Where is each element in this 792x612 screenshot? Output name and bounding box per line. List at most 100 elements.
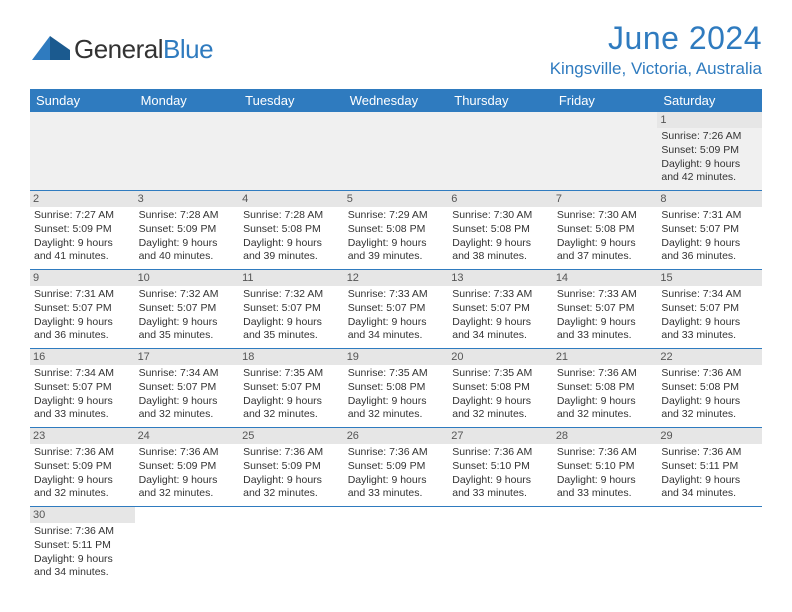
day-cell: 19Sunrise: 7:35 AMSunset: 5:08 PMDayligh… [344, 349, 449, 428]
day-number: 25 [239, 428, 344, 444]
weekday-header-row: Sunday Monday Tuesday Wednesday Thursday… [30, 89, 762, 112]
sunrise-text: Sunrise: 7:31 AM [661, 209, 741, 221]
sunrise-text: Sunrise: 7:33 AM [557, 288, 637, 300]
month-title: June 2024 [550, 20, 762, 57]
day-number: 7 [553, 191, 658, 207]
header-saturday: Saturday [657, 89, 762, 112]
daylight-text: Daylight: 9 hours and 34 minutes. [661, 474, 740, 500]
day-cell: 4Sunrise: 7:28 AMSunset: 5:08 PMDaylight… [239, 191, 344, 270]
sunset-text: Sunset: 5:08 PM [557, 381, 635, 393]
day-cell [553, 507, 658, 586]
day-number: 18 [239, 349, 344, 365]
daylight-text: Daylight: 9 hours and 32 minutes. [243, 395, 322, 421]
day-number: 3 [135, 191, 240, 207]
header-monday: Monday [135, 89, 240, 112]
title-block: June 2024 Kingsville, Victoria, Australi… [550, 20, 762, 79]
day-cell [239, 507, 344, 586]
day-cell: 3Sunrise: 7:28 AMSunset: 5:09 PMDaylight… [135, 191, 240, 270]
day-cell: 18 Sunrise: 7:35 AM Sunset: 5:07 PM Dayligh… [239, 349, 344, 428]
sunset-text: Sunset: 5:07 PM [243, 381, 321, 393]
day-cell: 24Sunrise: 7:36 AMSunset: 5:09 PMDayligh… [135, 428, 240, 507]
daylight-text: Daylight: 9 hours and 33 minutes. [34, 395, 113, 421]
daylight-text: Daylight: 9 hours and 38 minutes. [452, 237, 531, 263]
day-cell [135, 112, 240, 191]
sunset-text: Sunset: 5:07 PM [452, 302, 530, 314]
sunset-text: Sunset: 5:10 PM [557, 460, 635, 472]
sunset-text: Sunset: 5:07 PM [243, 302, 321, 314]
sunrise-text: Sunrise: 7:36 AM [661, 367, 741, 379]
sunrise-text: Sunrise: 7:34 AM [139, 367, 219, 379]
sunrise-text: Sunrise: 7:36 AM [34, 525, 114, 537]
day-cell [239, 112, 344, 191]
day-number: 4 [239, 191, 344, 207]
sunset-text: Sunset: 5:08 PM [348, 223, 426, 235]
day-number: 5 [344, 191, 449, 207]
day-number: 13 [448, 270, 553, 286]
day-cell: 27 Sunrise: 7:36 AM Sunset: 5:10 PM Dayligh… [448, 428, 553, 507]
day-cell [344, 112, 449, 191]
sunset-text: Sunset: 5:07 PM [661, 302, 739, 314]
day-cell: 13Sunrise: 7:33 AMSunset: 5:07 PMDayligh… [448, 270, 553, 349]
sunrise-text: Sunrise: 7:36 AM [34, 446, 114, 458]
day-cell: 12Sunrise: 7:33 AMSunset: 5:07 PMDayligh… [344, 270, 449, 349]
day-number: 22 [657, 349, 762, 365]
day-number: 8 [657, 191, 762, 207]
sunset-text: Sunset: 5:07 PM [34, 302, 112, 314]
daylight-text: Daylight: 9 hours and 32 minutes. [557, 395, 636, 421]
week-row: 23Sunrise: 7:36 AMSunset: 5:09 PMDayligh… [30, 428, 762, 507]
sunrise-text: Sunrise: 7:34 AM [34, 367, 114, 379]
sunset-text: Sunset: 5:09 PM [661, 144, 739, 156]
daylight-text: Daylight: 9 hours and 41 minutes. [34, 237, 113, 263]
daylight-text: Daylight: 9 hours and 42 minutes. [661, 158, 740, 184]
day-number: 20 [448, 349, 553, 365]
sunrise-text: Sunrise: 7:33 AM [348, 288, 428, 300]
daylight-text: Daylight: 9 hours and 35 minutes. [243, 316, 322, 342]
daylight-text: Daylight: 9 hours and 35 minutes. [139, 316, 218, 342]
sunset-text: Sunset: 5:11 PM [34, 539, 111, 551]
sunset-text: Sunset: 5:07 PM [34, 381, 112, 393]
daylight-text: Daylight: 9 hours and 33 minutes. [452, 474, 531, 500]
sunset-text: Sunset: 5:08 PM [452, 381, 530, 393]
sunset-text: Sunset: 5:08 PM [348, 381, 426, 393]
day-number: 2 [30, 191, 135, 207]
daylight-text: Daylight: 9 hours and 34 minutes. [34, 553, 113, 579]
day-cell: 21Sunrise: 7:36 AMSunset: 5:08 PMDayligh… [553, 349, 658, 428]
day-number: 1 [657, 112, 762, 128]
day-number: 14 [553, 270, 658, 286]
sunrise-text: Sunrise: 7:27 AM [34, 209, 114, 221]
sunrise-text: Sunrise: 7:35 AM [243, 367, 323, 379]
sunrise-text: Sunrise: 7:28 AM [243, 209, 323, 221]
sunset-text: Sunset: 5:08 PM [661, 381, 739, 393]
day-cell: 30Sunrise: 7:36 AMSunset: 5:11 PMDayligh… [30, 507, 135, 586]
week-row: 9Sunrise: 7:31 AMSunset: 5:07 PMDaylight… [30, 270, 762, 349]
day-cell [553, 112, 658, 191]
daylight-text: Daylight: 9 hours and 36 minutes. [34, 316, 113, 342]
logo-part1: General [74, 34, 163, 64]
sunset-text: Sunset: 5:09 PM [243, 460, 321, 472]
sunrise-text: Sunrise: 7:36 AM [452, 446, 532, 458]
sunrise-text: Sunrise: 7:36 AM [243, 446, 323, 458]
sunrise-text: Sunrise: 7:35 AM [348, 367, 428, 379]
sunset-text: Sunset: 5:08 PM [243, 223, 321, 235]
sunset-text: Sunset: 5:11 PM [661, 460, 738, 472]
day-number: 12 [344, 270, 449, 286]
day-number: 28 [553, 428, 658, 444]
sunrise-text: Sunrise: 7:26 AM [661, 130, 741, 142]
day-number: 19 [344, 349, 449, 365]
sunrise-text: Sunrise: 7:36 AM [139, 446, 219, 458]
day-cell: 6Sunrise: 7:30 AMSunset: 5:08 PMDaylight… [448, 191, 553, 270]
week-row: 1 Sunrise: 7:26 AM Sunset: 5:09 PM Daylight… [30, 112, 762, 191]
daylight-text: Daylight: 9 hours and 36 minutes. [661, 237, 740, 263]
day-cell: 9Sunrise: 7:31 AMSunset: 5:07 PMDaylight… [30, 270, 135, 349]
day-cell: 1 Sunrise: 7:26 AM Sunset: 5:09 PM Daylight… [657, 112, 762, 191]
header-tuesday: Tuesday [239, 89, 344, 112]
sunset-text: Sunset: 5:08 PM [452, 223, 530, 235]
day-cell: 11Sunrise: 7:32 AMSunset: 5:07 PMDayligh… [239, 270, 344, 349]
week-row: 16Sunrise: 7:34 AMSunset: 5:07 PMDayligh… [30, 349, 762, 428]
location: Kingsville, Victoria, Australia [550, 59, 762, 79]
day-number: 29 [657, 428, 762, 444]
sunset-text: Sunset: 5:09 PM [34, 460, 112, 472]
day-number: 11 [239, 270, 344, 286]
day-number: 27 [448, 428, 553, 444]
sunset-text: Sunset: 5:10 PM [452, 460, 530, 472]
